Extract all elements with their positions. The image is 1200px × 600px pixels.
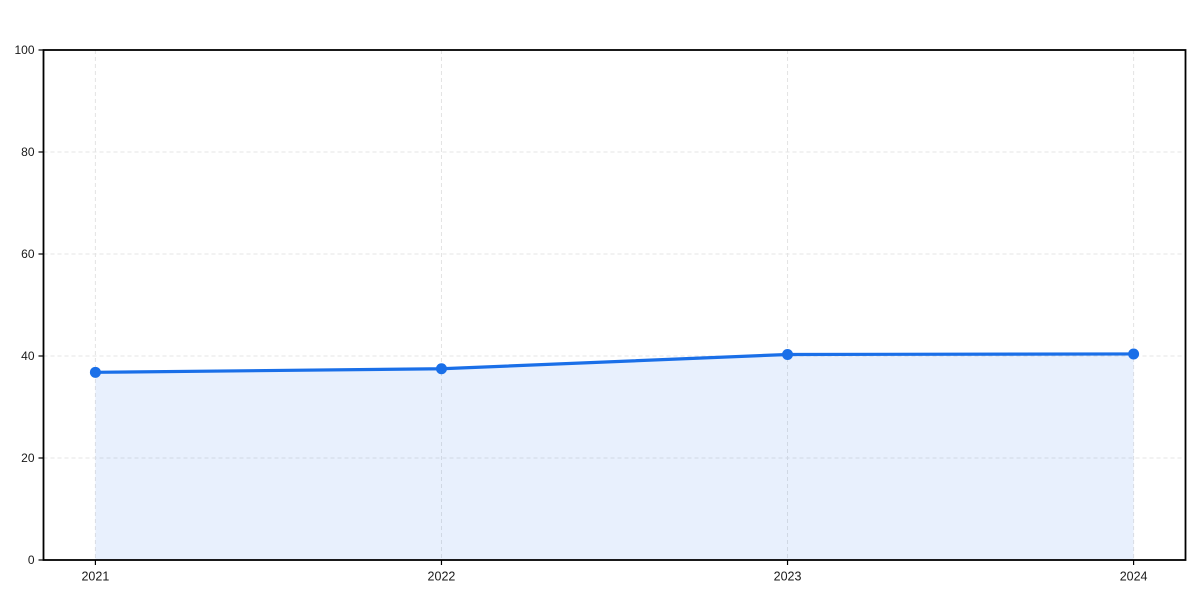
x-tick-label: 2021 — [81, 570, 109, 584]
data-point-marker — [1128, 348, 1140, 360]
data-point-marker — [782, 348, 794, 360]
y-tick-label: 100 — [14, 43, 34, 57]
axes-spines — [42, 49, 1187, 561]
y-tick-label: 20 — [21, 451, 35, 465]
y-axis-tick-labels: 0 20 40 60 80 100 — [14, 43, 34, 567]
x-tick-label: 2024 — [1120, 570, 1148, 584]
data-point-marker — [89, 366, 101, 378]
y-tick-label: 40 — [21, 349, 35, 363]
data-point-markers — [89, 348, 1140, 378]
y-tick-label: 0 — [28, 553, 35, 567]
y-tick-label: 60 — [21, 247, 35, 261]
x-tick-label: 2023 — [774, 570, 802, 584]
area-fill — [95, 353, 1134, 560]
axis-ticks — [38, 49, 1135, 565]
x-tick-label: 2022 — [428, 570, 456, 584]
data-point-marker — [435, 363, 447, 375]
x-axis-tick-labels: 2021 2022 2023 2024 — [81, 570, 1147, 584]
trend-line — [93, 352, 1136, 374]
y-tick-label: 80 — [21, 145, 35, 159]
